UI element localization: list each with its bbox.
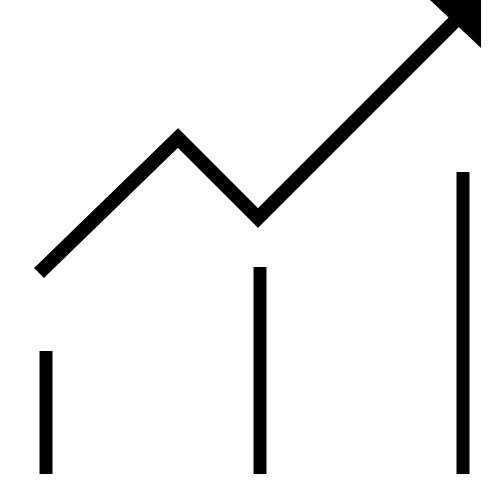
arrow-head-icon — [430, 0, 481, 48]
trend-line — [34, 16, 460, 279]
